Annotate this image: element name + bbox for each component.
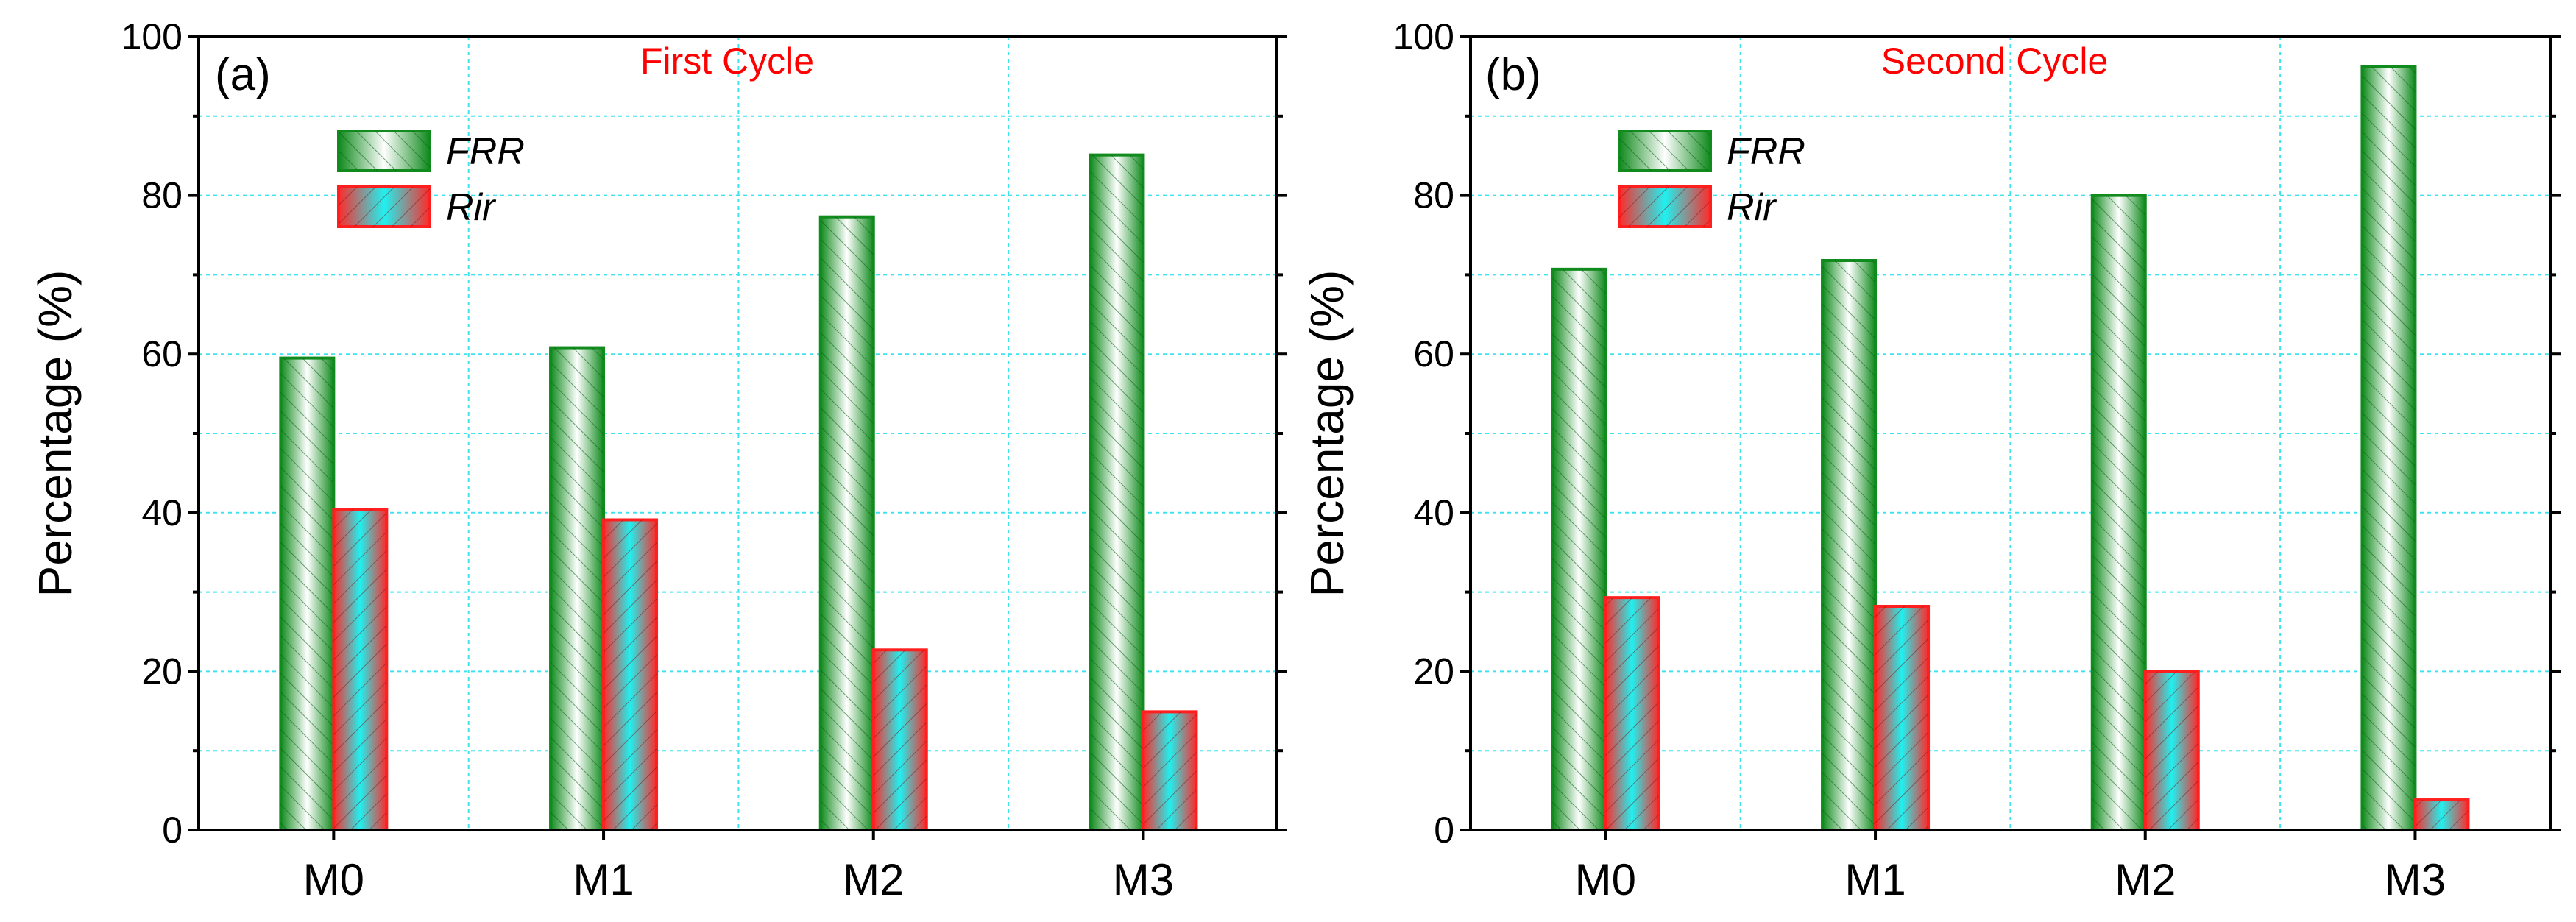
bar-frr-m1-hatch: [551, 347, 604, 830]
legend-label-frr: FRR: [446, 130, 525, 173]
y-tick-label: 80: [1413, 175, 1454, 216]
panel-label: (b): [1485, 49, 1541, 100]
legend-swatch-frr-hatch: [339, 131, 430, 171]
y-tick-label: 60: [1413, 333, 1454, 375]
bar-frr-m1-hatch: [1822, 260, 1876, 831]
y-tick-label: 80: [141, 175, 183, 216]
bar-rir-m3-hatch: [2415, 800, 2469, 830]
legend: FRR Rir: [337, 130, 525, 229]
bar-frr-m3-hatch: [1090, 155, 1144, 830]
bar-rir-m2-hatch: [2145, 671, 2198, 830]
chart-title: First Cycle: [640, 40, 814, 82]
legend-label-rir: Rir: [446, 186, 497, 229]
bar-rir-m0-hatch: [333, 509, 387, 830]
legend-label-frr: FRR: [1727, 130, 1805, 173]
bar-rir-m2-hatch: [873, 650, 927, 830]
panel-label: (a): [215, 49, 271, 100]
y-tick-label: 20: [141, 650, 183, 692]
x-tick-label-m0: M0: [1575, 855, 1636, 904]
x-tick-label-m3: M3: [2385, 855, 2446, 904]
y-tick-label: 0: [162, 809, 183, 851]
legend-swatch-frr-hatch: [1619, 131, 1710, 171]
panel-a: 0 20 40 60 80 100 M0 M1 M2 M3 Percentage (%) (a) Fir…: [29, 16, 1287, 904]
chart-title: Second Cycle: [1881, 40, 2109, 82]
x-tick-label-m0: M0: [303, 855, 364, 904]
bar-frr-m2-hatch: [2092, 195, 2145, 831]
x-tick-label-m2: M2: [843, 855, 904, 904]
bar-frr-m0-hatch: [1552, 269, 1606, 830]
legend-swatch-rir-hatch: [1619, 187, 1710, 227]
y-axis-title: Percentage (%): [29, 270, 82, 597]
legend: FRR Rir: [1618, 130, 1805, 229]
y-tick-label: 100: [121, 16, 183, 57]
bar-rir-m1-hatch: [1875, 606, 1929, 830]
bar-frr-m0-hatch: [280, 358, 334, 831]
y-tick-label: 100: [1393, 16, 1454, 57]
bar-rir-m0-hatch: [1605, 597, 1659, 830]
y-tick-label: 40: [141, 492, 183, 533]
panel-b: 0 20 40 60 80 100 M0 M1 M2 M3 Percentage (%) (b) Sec…: [1301, 16, 2561, 904]
x-tick-label-m3: M3: [1113, 855, 1174, 904]
bar-rir-m1-hatch: [604, 519, 657, 830]
y-tick-label: 0: [1434, 809, 1454, 851]
y-tick-label: 20: [1413, 650, 1454, 692]
x-tick-label-m2: M2: [2115, 855, 2176, 904]
legend-label-rir: Rir: [1727, 186, 1777, 229]
bar-rir-m3-hatch: [1143, 712, 1197, 830]
x-tick-label-m1: M1: [573, 855, 634, 904]
y-axis-title: Percentage (%): [1301, 270, 1354, 597]
legend-swatch-rir-hatch: [339, 187, 430, 227]
x-tick-label-m1: M1: [1844, 855, 1906, 904]
y-tick-label: 40: [1413, 492, 1454, 533]
y-tick-label: 60: [141, 333, 183, 375]
bar-frr-m3-hatch: [2362, 66, 2416, 831]
bar-frr-m2-hatch: [820, 216, 874, 830]
